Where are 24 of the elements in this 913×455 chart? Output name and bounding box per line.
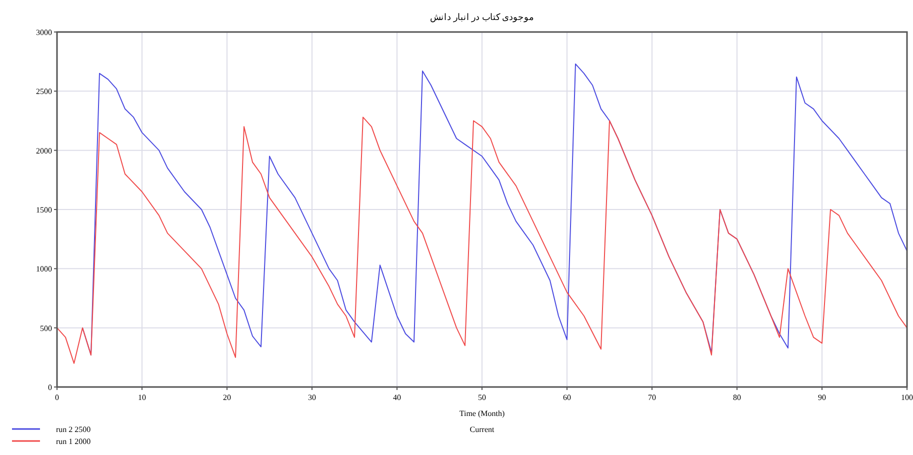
x-tick-label: 0 — [55, 393, 59, 402]
legend-label: run 1 2000 — [56, 437, 91, 446]
y-tick-label: 500 — [40, 324, 52, 333]
x-tick-label: 30 — [308, 393, 316, 402]
y-tick-label: 0 — [48, 383, 52, 392]
x-tick-label: 10 — [138, 393, 146, 402]
x-axis-title: Time (Month) — [459, 409, 505, 418]
y-tick-label: 2500 — [36, 87, 52, 96]
x-tick-label: 60 — [563, 393, 571, 402]
x-tick-label: 70 — [648, 393, 656, 402]
x-tick-label: 100 — [901, 393, 913, 402]
y-tick-label: 2000 — [36, 146, 52, 156]
line-series — [56, 116, 908, 364]
text: Current — [470, 425, 495, 434]
y-tick-label: 3000 — [36, 28, 52, 37]
x-tick-label: 40 — [393, 393, 401, 402]
chart-title: موجودی کتاب در انبار دانش — [430, 12, 534, 23]
y-tick-label: 1500 — [36, 206, 52, 214]
x-tick-label: 80 — [733, 393, 741, 402]
x-tick-label: 20 — [223, 393, 231, 402]
legend-label: run 2 2500 — [56, 425, 91, 434]
x-tick-label: 50 — [478, 393, 486, 402]
x-tick-label: 90 — [818, 393, 826, 402]
y-tick-label: 1000 — [36, 264, 52, 274]
